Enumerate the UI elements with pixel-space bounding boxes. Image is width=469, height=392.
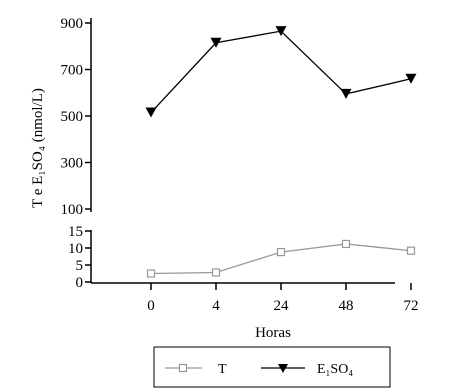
legend-item-t: T	[165, 362, 227, 377]
upper-tick-label: 900	[61, 16, 84, 32]
lower-tick-label: 10	[68, 241, 83, 257]
data-point-t	[406, 246, 416, 255]
legend-e1so4-marker	[278, 364, 288, 373]
upper-y-axis: 100 300 500 700 900	[61, 16, 92, 218]
y-axis-title: T e E₁SO₄ (nmol/L)	[30, 88, 46, 208]
legend-box	[153, 346, 391, 388]
legend: T E₁SO₄	[153, 346, 391, 388]
data-point-e1so4	[340, 88, 352, 99]
x-tick-label: 0	[147, 298, 155, 314]
x-tick-label: 4	[212, 298, 220, 314]
data-point-e1so4	[210, 37, 222, 48]
data-point-t	[341, 239, 351, 249]
x-tick-label: 24	[274, 298, 290, 314]
legend-t-label: T	[218, 362, 227, 377]
data-point-e1so4	[275, 26, 287, 37]
data-point-t	[276, 247, 286, 257]
legend-t-marker	[178, 363, 188, 373]
lower-tick-label: 5	[76, 258, 84, 274]
upper-tick-label: 300	[61, 156, 84, 172]
x-tick-label: 48	[339, 298, 354, 314]
upper-tick-label: 500	[61, 109, 84, 125]
data-point-t	[211, 268, 221, 277]
lower-tick-label: 0	[76, 275, 84, 291]
x-axis-title: Horas	[255, 325, 291, 341]
upper-tick-label: 700	[61, 63, 84, 79]
series-layer	[145, 26, 417, 278]
x-axis: 0 4 24 48 72 Horas	[91, 282, 419, 341]
legend-e1so4-label: E₁SO₄	[317, 362, 353, 377]
upper-y-ticks: 100 300 500 700 900	[61, 16, 91, 218]
data-point-t	[146, 269, 156, 278]
legend-item-e1so4: E₁SO₄	[261, 362, 353, 377]
x-tick-label: 72	[404, 298, 419, 314]
series-line-1	[150, 30, 412, 113]
data-point-e1so4	[145, 107, 157, 118]
lower-tick-label: 15	[68, 224, 83, 240]
data-point-e1so4	[405, 73, 417, 84]
upper-tick-label: 100	[61, 202, 84, 218]
x-ticks: 0 4 24 48 72	[147, 283, 419, 314]
